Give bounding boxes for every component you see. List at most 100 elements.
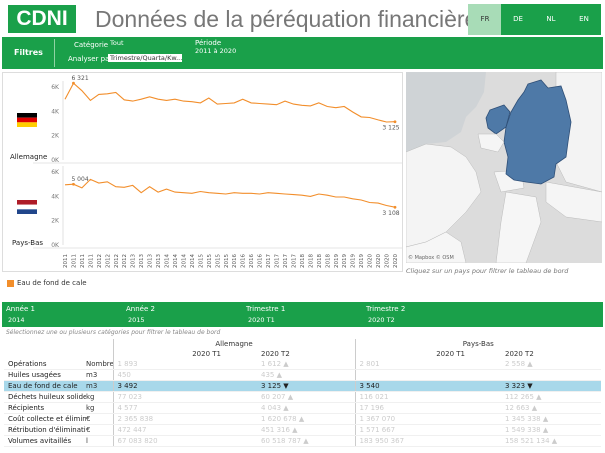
row-unit: €	[86, 413, 113, 425]
x-tick-label: 2015	[207, 254, 213, 268]
row-label[interactable]: Volumes avitaillés	[4, 435, 86, 447]
period-select[interactable]: 2011 à 2020	[195, 47, 237, 55]
table-cell: 112 265 ▲	[477, 391, 602, 403]
table-cell: 3 323 ▼	[477, 380, 602, 392]
line-chart-panel: Allemagne Pays-Bas 0K 2K 4K 6K 6 321 3 125 0K 2…	[2, 72, 403, 272]
table-cell: 17 196	[354, 402, 477, 414]
table-cell: 116 021	[354, 391, 477, 403]
row-unit: m3	[86, 369, 113, 381]
y-tick-label: 0K	[51, 157, 60, 164]
table-cell: 60 518 787 ▲	[233, 435, 355, 447]
row-label[interactable]: Huiles usagées	[4, 369, 86, 381]
lang-en-button[interactable]: EN	[567, 4, 601, 35]
row-label[interactable]: Eau de fond de cale	[4, 380, 86, 392]
austria-shape[interactable]	[545, 181, 602, 223]
legend-label: Eau de fond de cale	[17, 279, 87, 287]
table-cell: 1 367 070	[354, 413, 477, 425]
y-tick-label: 6K	[51, 169, 60, 176]
data-table: Allemagne Pays-Bas 2020 T1 2020 T2 2020 …	[4, 339, 602, 447]
table-cell: 2 365 838	[112, 413, 233, 425]
line-chart-svg: 0K 2K 4K 6K 6 321 3 125 0K 2K 4K 6K 5 004 3 108 2011…	[33, 75, 402, 268]
table-row[interactable]: Rétribution d'élimination €472 447 451 316…	[4, 424, 602, 436]
netherlands-shape[interactable]	[485, 104, 511, 135]
quarter1-label: Trimestre 1	[246, 305, 286, 313]
quarter2-select[interactable]: 2020 T2	[368, 316, 395, 324]
germany-shape[interactable]	[503, 79, 572, 185]
x-tick-label: 2016	[258, 254, 264, 268]
spain-shape[interactable]	[406, 231, 467, 263]
table-cell: 4 577	[112, 402, 233, 414]
analyze-by-select[interactable]: Trimestre/Quarta/Kw...	[108, 54, 182, 62]
row-unit: Nombre	[86, 359, 113, 370]
table-cell: 1 549 338 ▲	[477, 424, 602, 436]
row-label[interactable]: Opérations	[4, 359, 86, 370]
x-tick-label: 2011	[63, 254, 69, 268]
country-map[interactable]: © Mapbox © OSM	[406, 72, 602, 263]
x-tick-label: 2011	[80, 254, 86, 268]
quarter1-select[interactable]: 2020 T1	[248, 316, 275, 324]
x-tick-label: 2018	[317, 254, 323, 268]
table-col-header: 2020 T1	[354, 349, 477, 359]
table-cell: 2 558 ▲	[477, 359, 602, 370]
year1-select[interactable]: 2014	[8, 316, 25, 324]
data-label-last: 3 108	[382, 210, 399, 217]
table-row[interactable]: Récipients kg 4 577 4 043 ▲ 17 196 12 663 ▲	[4, 402, 602, 414]
x-tick-label: 2014	[165, 254, 171, 268]
table-row[interactable]: Huiles usagées m3 450 435 ▲	[4, 369, 602, 381]
belgium-shape[interactable]	[477, 133, 505, 153]
row-label[interactable]: Déchets huileux solides	[4, 391, 86, 403]
row-label[interactable]: Rétribution d'élimination	[4, 424, 86, 436]
quarter2-label: Trimestre 2	[366, 305, 406, 313]
table-cell: 3 125 ▼	[233, 380, 355, 392]
lang-de-button[interactable]: DE	[501, 4, 535, 35]
category-label: Catégorie	[74, 41, 109, 49]
x-tick-label: 2013	[148, 254, 154, 268]
row-label[interactable]: Récipients	[4, 402, 86, 414]
x-tick-label: 2016	[249, 254, 255, 268]
year2-select[interactable]: 2015	[128, 316, 145, 324]
data-label-first: 5 004	[71, 176, 88, 183]
x-tick-label: 2014	[190, 254, 196, 268]
table-cell: 1 893	[112, 359, 233, 370]
table-row[interactable]: Eau de fond de cale m3 3 492 3 125 ▼ 3 540 3 …	[4, 380, 602, 392]
x-tick-label: 2020	[376, 254, 382, 268]
x-tick-label: 2017	[275, 254, 281, 268]
x-tick-label: 2018	[300, 254, 306, 268]
page-title: Données de la péréquation financière	[95, 6, 478, 32]
x-tick-label: 2020	[368, 254, 374, 268]
lang-fr-button[interactable]: FR	[468, 4, 502, 35]
lang-nl-button[interactable]: NL	[534, 4, 568, 35]
x-tick-label: 2020	[393, 254, 399, 268]
table-cell: 183 950 367	[354, 435, 477, 447]
row-label[interactable]: Coût collecte et élimina...	[4, 413, 86, 425]
map-svg	[406, 72, 602, 263]
map-caption: Cliquez sur un pays pour filtrer le tabl…	[406, 267, 569, 275]
table-cell: 472 447	[112, 424, 233, 436]
x-tick-label: 2012	[114, 254, 120, 268]
table-cell: 451 316 ▲	[233, 424, 355, 436]
legend-swatch	[7, 279, 14, 287]
italy-shape[interactable]	[495, 191, 542, 263]
y-tick-label: 0K	[51, 242, 60, 249]
category-select[interactable]: Tout	[110, 39, 124, 47]
table-country-germany: Allemagne	[112, 339, 355, 349]
table-row[interactable]: Déchets huileux solides kg 77 023 60 207 ▲ 1…	[4, 391, 602, 403]
data-point	[393, 205, 397, 209]
row-unit: m3	[86, 380, 113, 392]
flag-germany-icon	[17, 113, 37, 127]
y-tick-label: 4K	[51, 193, 60, 200]
table-cell: 77 023	[112, 391, 233, 403]
year1-label: Année 1	[6, 305, 35, 313]
filter-separator	[54, 39, 55, 67]
table-cell	[354, 369, 477, 381]
table-row[interactable]: Volumes avitaillés l 67 083 820 60 518 787 …	[4, 435, 602, 447]
x-tick-label: 2012	[97, 254, 103, 268]
table-row[interactable]: Opérations Nombre 1 893 1 612 ▲ 2 801 2 558 ▲	[4, 359, 602, 370]
x-tick-label: 2018	[308, 254, 314, 268]
row-unit: kg	[86, 391, 113, 403]
data-point	[393, 120, 397, 124]
year2-label: Année 2	[126, 305, 155, 313]
x-tick-label: 2013	[156, 254, 162, 268]
y-tick-label: 2K	[51, 218, 60, 225]
